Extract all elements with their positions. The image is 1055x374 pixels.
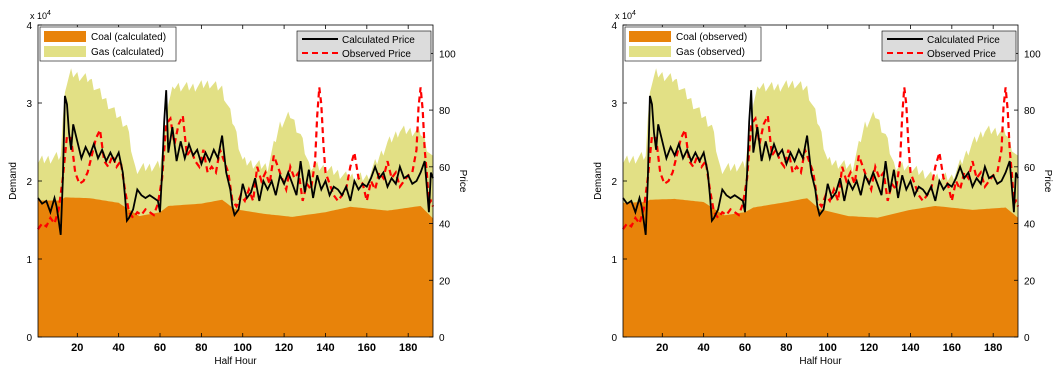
coal-area — [623, 198, 1018, 337]
y2-tick-label: 20 — [439, 276, 451, 287]
y2-tick-label: 40 — [439, 220, 451, 231]
legend-coal-label: Coal (observed) — [676, 32, 747, 43]
x-tick-label: 40 — [113, 342, 125, 354]
y-tick-label: 1 — [611, 255, 617, 266]
legend-coal-swatch — [44, 31, 86, 42]
legend-right-box — [296, 30, 432, 62]
y-tick-label: 2 — [26, 177, 32, 188]
x-tick-label: 140 — [316, 342, 334, 354]
y2-axis-label: Price — [457, 170, 468, 193]
x-tick-label: 80 — [195, 342, 207, 354]
legend-right: Calculated Price Observed Price — [296, 30, 432, 62]
y-axis-label: Demand — [593, 162, 604, 200]
observed-price-line — [622, 87, 1020, 230]
y2-tick-label: 100 — [439, 49, 456, 60]
x-tick-label: 180 — [984, 342, 1002, 354]
x-tick-label: 20 — [656, 342, 668, 354]
y2-tick-label: 0 — [439, 333, 445, 344]
y-exponent-label: x 104 — [615, 10, 636, 21]
x-tick-label: 160 — [358, 342, 376, 354]
x-tick-label: 80 — [780, 342, 792, 354]
y-exponent-power: 4 — [47, 10, 51, 17]
y2-tick-label: 100 — [1024, 49, 1041, 60]
legend-coal-swatch — [629, 31, 671, 42]
legend-gas-swatch — [629, 46, 671, 57]
legend-right: Calculated Price Observed Price — [881, 30, 1017, 62]
y2-tick-label: 0 — [1024, 333, 1030, 344]
y-axis-label: Demand — [8, 162, 19, 200]
y2-tick-label: 40 — [1024, 220, 1036, 231]
coal-area — [38, 197, 433, 337]
y-exponent-label: x 104 — [30, 10, 51, 21]
legend-left: Coal (observed) Gas (observed) — [624, 26, 762, 62]
legend-right-box — [881, 30, 1017, 62]
legend-gas-label: Gas (calculated) — [91, 47, 164, 58]
legend-observed-label: Observed Price — [927, 49, 996, 60]
y-tick-label: 2 — [611, 177, 617, 188]
calculated-price-line — [37, 90, 434, 236]
y-tick-label: 0 — [26, 333, 32, 344]
legend-gas-swatch — [44, 46, 86, 57]
y-exponent-power: 4 — [632, 10, 636, 17]
legend-calculated-label: Calculated Price — [927, 35, 1000, 46]
y-tick-label: 4 — [611, 21, 617, 32]
x-tick-label: 20 — [71, 342, 83, 354]
x-tick-label: 120 — [860, 342, 878, 354]
x-tick-label: 180 — [399, 342, 417, 354]
legend-observed-label: Observed Price — [342, 49, 411, 60]
chart-panel-calculated: 20 40 60 80 100 120 140 160 180 0 1 2 3 4 0 20 40 60 80 100… — [0, 0, 470, 374]
y2-tick-label: 20 — [1024, 276, 1036, 287]
x-axis-label: Half Hour — [799, 356, 842, 367]
chart-svg: 20 40 60 80 100 120 140 160 18001234020406080100… — [593, 10, 1053, 367]
x-tick-label: 120 — [275, 342, 293, 354]
legend-left: Coal (calculated) Gas (calculated) — [39, 26, 177, 62]
y-tick-label: 0 — [611, 333, 617, 344]
calculated-price-line — [622, 90, 1019, 236]
observed-price-line — [37, 87, 435, 230]
x-axis-label: Half Hour — [214, 356, 257, 367]
y2-tick-label: 80 — [439, 106, 451, 117]
y-tick-label: 4 — [26, 21, 32, 32]
legend-calculated-label: Calculated Price — [342, 35, 415, 46]
legend-gas-label: Gas (observed) — [676, 47, 745, 58]
y-tick-label: 3 — [611, 99, 617, 110]
x-tick-label: 40 — [698, 342, 710, 354]
x-tick-label: 140 — [901, 342, 919, 354]
y2-tick-label: 60 — [1024, 163, 1036, 174]
legend-coal-label: Coal (calculated) — [91, 32, 166, 43]
x-tick-label: 100 — [234, 342, 252, 354]
x-tick-label: 100 — [819, 342, 837, 354]
x-tick-label: 60 — [154, 342, 166, 354]
chart-svg: 20 40 60 80 100 120 140 160 18001234020406080100… — [8, 10, 468, 367]
chart-panel-observed: 20 40 60 80 100 120 140 160 180 0 1 2 3 4 0 20 40 60 80 100… — [585, 0, 1055, 374]
y2-axis-label: Price — [1042, 170, 1053, 193]
y-tick-label: 3 — [26, 99, 32, 110]
y2-tick-label: 60 — [439, 163, 451, 174]
x-tick-label: 160 — [943, 342, 961, 354]
y-tick-label: 1 — [26, 255, 32, 266]
x-tick-label: 60 — [739, 342, 751, 354]
y2-tick-label: 80 — [1024, 106, 1036, 117]
